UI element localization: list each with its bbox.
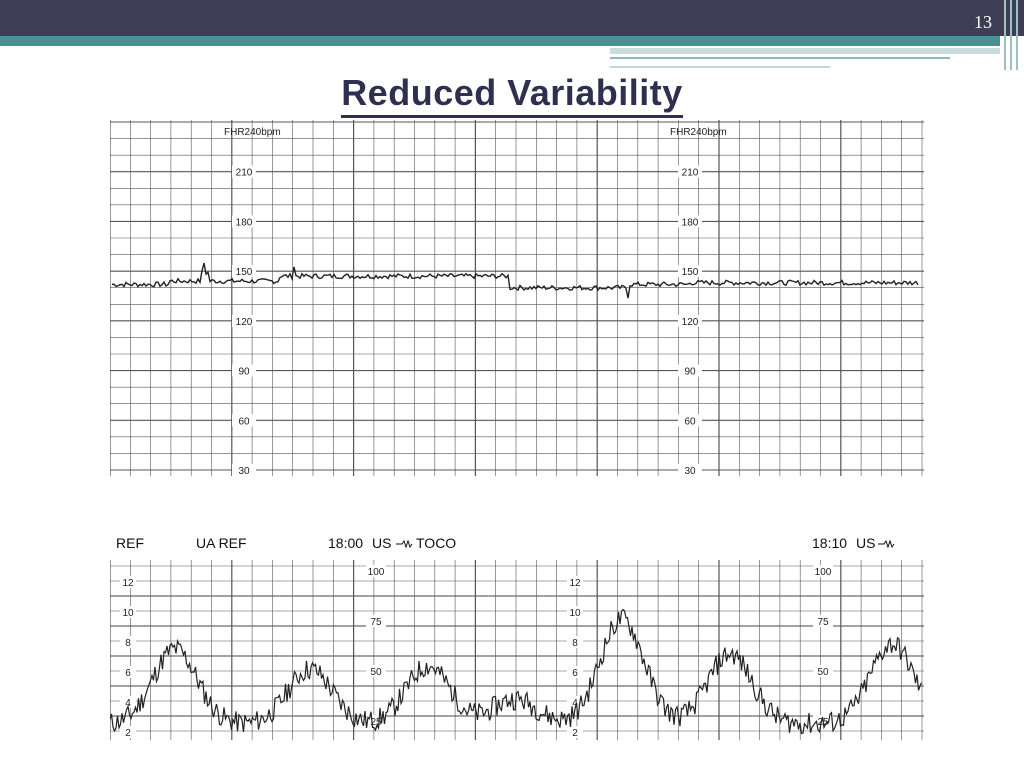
mmhg-tick-label: 75	[370, 617, 382, 628]
tick-label-bg	[678, 364, 702, 377]
tick-label-bg	[678, 414, 702, 427]
kpa-tick-label: 10	[569, 608, 581, 619]
fhr-scale-label: FHR240bpm	[670, 127, 727, 138]
tick-label-bg	[366, 565, 386, 577]
tick-label-bg	[232, 215, 256, 228]
slide-title: Reduced Variability	[0, 72, 1024, 118]
mmhg-tick-label: 100	[815, 567, 832, 578]
tick-label-bg	[232, 364, 256, 377]
tick-label-bg	[567, 666, 583, 678]
tick-label-bg	[567, 636, 583, 648]
fhr-tick-label: 150	[682, 267, 699, 278]
tick-label-bg	[232, 414, 256, 427]
mmhg-tick-label: 100	[368, 567, 385, 578]
fhr-tick-label: 30	[684, 466, 696, 476]
us-label-1: US	[372, 535, 391, 551]
tick-label-bg	[678, 215, 702, 228]
fhr-tick-label: 150	[236, 267, 253, 278]
tick-label-bg	[366, 615, 386, 627]
ua-ref-label: UA REF	[196, 535, 247, 551]
fhr-tick-label: 90	[238, 367, 250, 378]
header-accent-line	[610, 66, 830, 68]
kpa-tick-label: 8	[125, 638, 131, 649]
header-accent-line	[610, 48, 1000, 54]
fhr-tick-label: 180	[236, 217, 253, 228]
fhr-tick-label: 180	[682, 217, 699, 228]
fhr-tick-label: 210	[682, 168, 699, 179]
tick-label-bg	[232, 265, 256, 278]
kpa-tick-label: 2	[125, 728, 131, 739]
fhr-tick-label: 120	[682, 317, 699, 328]
fhr-strip-graph: 210 180 150 120 90 60 30 210 180 150 120 90 60 30 FHR…	[109, 120, 924, 477]
us-label-2: US	[856, 535, 875, 551]
tick-label-bg	[678, 165, 702, 178]
fhr-tick-label: 60	[684, 416, 696, 427]
fhr-trace-line	[111, 262, 919, 299]
tick-label-bg	[232, 165, 256, 178]
kpa-tick-label: 12	[122, 578, 134, 589]
fhr-tick-label: 210	[236, 168, 253, 179]
tick-label-bg	[567, 726, 583, 738]
slide-title-text: Reduced Variability	[341, 72, 683, 118]
kpa-tick-label: 4	[125, 698, 131, 709]
tick-label-bg	[567, 606, 583, 618]
tick-label-bg	[120, 696, 136, 708]
fhr-tick-label: 30	[238, 466, 250, 476]
us-wave-icon	[878, 539, 895, 549]
header-accent-line	[610, 57, 950, 59]
kpa-tick-label: 2	[572, 728, 578, 739]
mmhg-tick-label: 75	[817, 617, 829, 628]
time-label-2: 18:10	[812, 535, 847, 551]
header-bar	[0, 0, 1024, 36]
tick-label-bg	[120, 726, 136, 738]
slide-number: 13	[974, 12, 992, 32]
uterine-strip: 12 10 8 6 4 2 12 10 8 6 4 2 100 75 50 25 100 75 50 25 REF U…	[109, 530, 924, 740]
tick-label-bg	[678, 464, 702, 476]
tick-label-bg	[567, 576, 583, 588]
fhr-tick-label: 60	[238, 416, 250, 427]
kpa-tick-label: 12	[569, 578, 581, 589]
kpa-tick-label: 6	[125, 668, 131, 679]
fhr-strip: 210 180 150 120 90 60 30 210 180 150 120 90 60 30 FHR…	[109, 120, 924, 477]
tick-label-bg	[120, 606, 136, 618]
tick-label-bg	[813, 665, 833, 677]
tick-label-bg	[120, 576, 136, 588]
kpa-tick-label: 4	[572, 698, 578, 709]
kpa-tick-label: 6	[572, 668, 578, 679]
kpa-tick-label: 8	[572, 638, 578, 649]
tick-label-bg	[366, 665, 386, 677]
tick-label-bg	[813, 615, 833, 627]
mmhg-tick-label: 50	[370, 667, 382, 678]
tick-label-bg	[120, 636, 136, 648]
tick-label-bg	[232, 314, 256, 327]
toco-label: TOCO	[416, 535, 456, 551]
tick-label-bg	[678, 314, 702, 327]
tick-label-bg	[120, 666, 136, 678]
tick-label-bg	[678, 265, 702, 278]
uterine-activity-trace	[109, 608, 923, 735]
fhr-scale-label: FHR240bpm	[224, 127, 281, 138]
fhr-tick-label: 120	[236, 317, 253, 328]
kpa-tick-label: 10	[122, 608, 134, 619]
tick-label-bg	[232, 464, 256, 476]
mmhg-tick-label: 50	[817, 667, 829, 678]
fhr-tick-label: 90	[684, 367, 696, 378]
header-teal-stripe	[0, 36, 1000, 46]
header-side-rails	[1000, 0, 1024, 70]
time-label-1: 18:00	[328, 535, 363, 551]
tick-label-bg	[813, 565, 833, 577]
ref-label: REF	[116, 535, 144, 551]
mmhg-tick-label: 25	[370, 717, 382, 728]
us-wave-icon	[396, 539, 413, 549]
